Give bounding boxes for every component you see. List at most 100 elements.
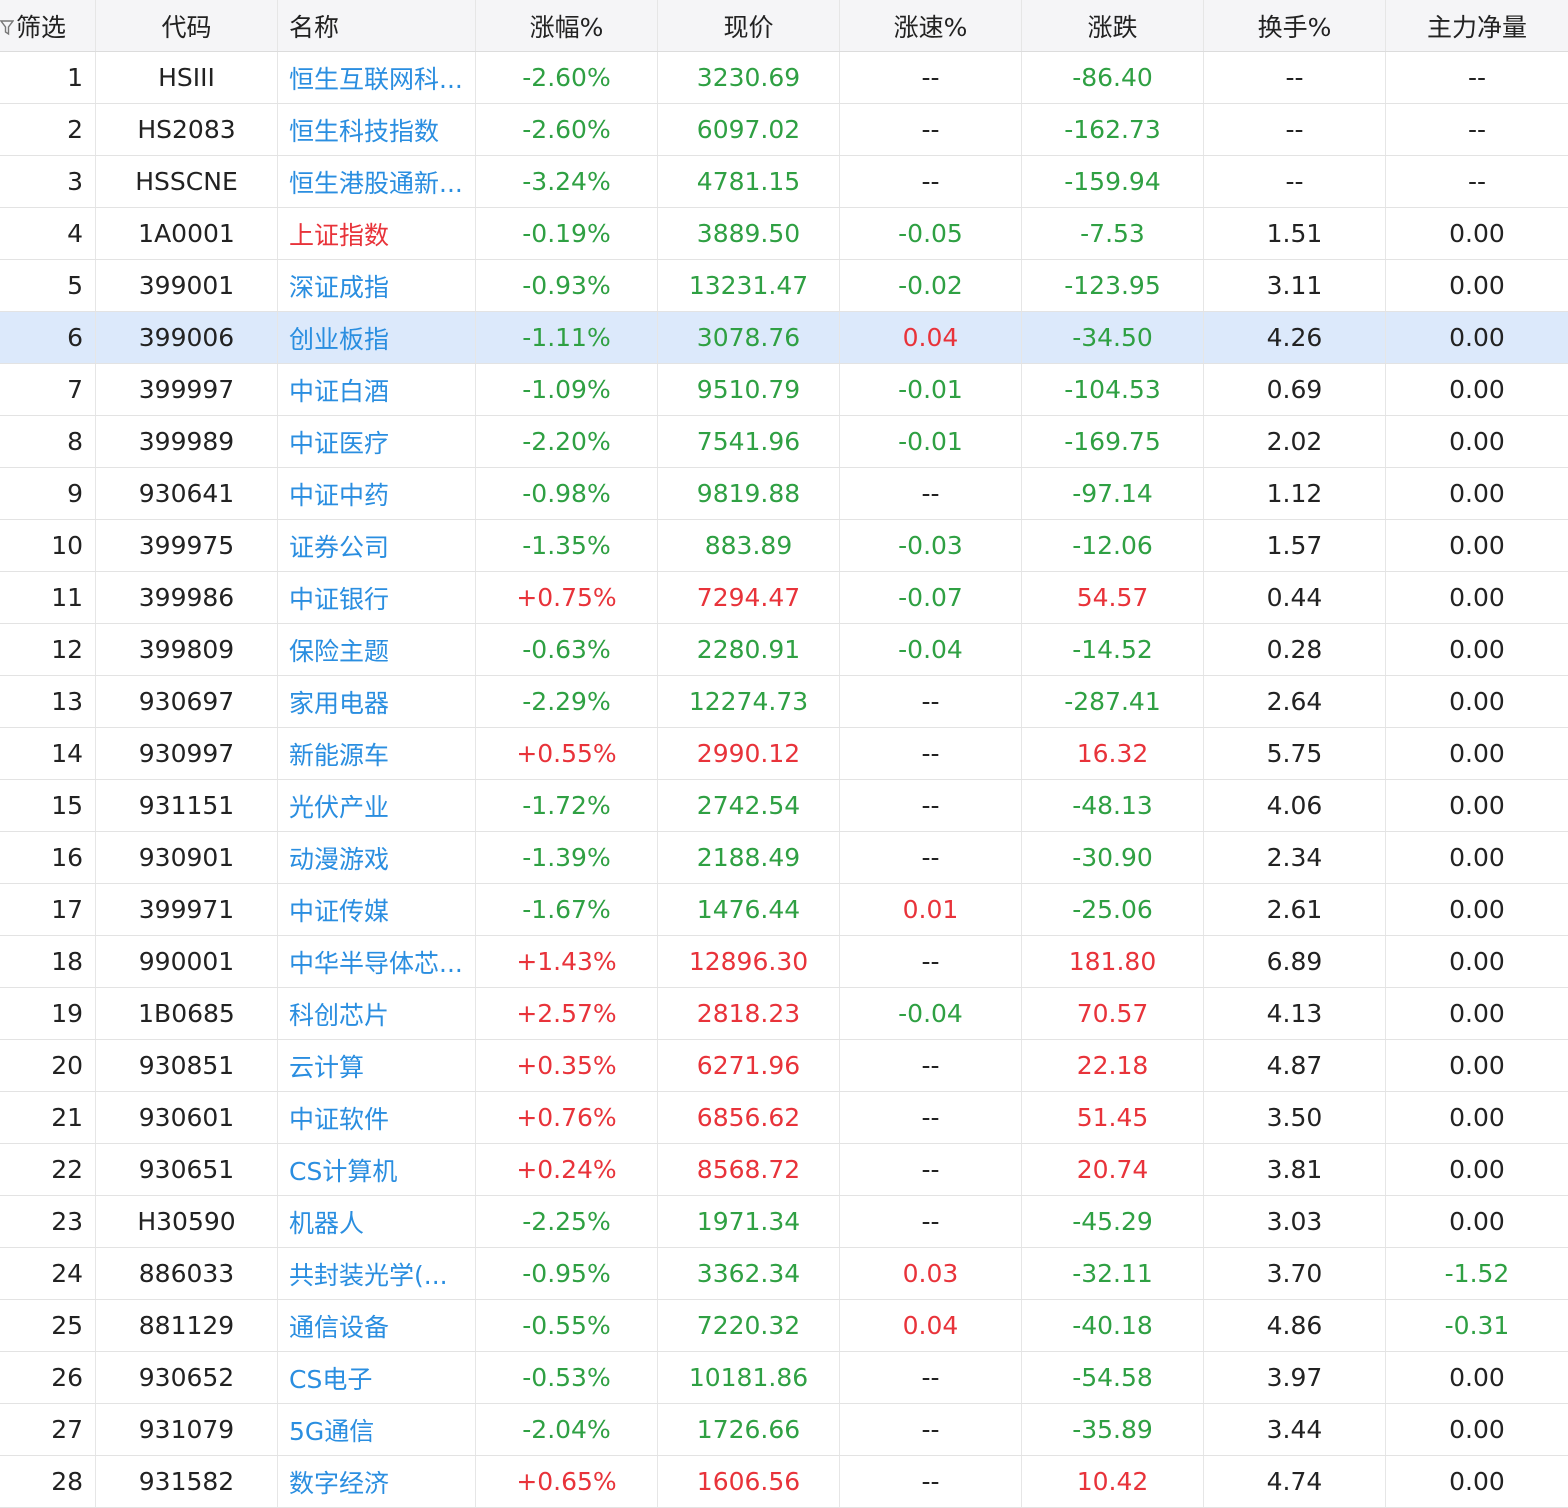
- table-row[interactable]: 15 931151 光伏产业 -1.72% 2742.54 -- -48.13 4.06 0.0…: [0, 780, 1568, 832]
- filter-label: 筛选: [16, 12, 67, 42]
- cell-name[interactable]: 机器人: [278, 1196, 476, 1247]
- table-row[interactable]: 19 1B0685 科创芯片 +2.57% 2818.23 -0.04 70.57 4.13 0…: [0, 988, 1568, 1040]
- cell-name[interactable]: 恒生科技指数: [278, 104, 476, 155]
- table-row[interactable]: 14 930997 新能源车 +0.55% 2990.12 -- 16.32 5.75 0.00: [0, 728, 1568, 780]
- cell-name[interactable]: 中证银行: [278, 572, 476, 623]
- table-row[interactable]: 23 H30590 机器人 -2.25% 1971.34 -- -45.29 3.03 0.00: [0, 1196, 1568, 1248]
- cell-change-pct: -1.11%: [476, 312, 658, 363]
- cell-name[interactable]: 中华半导体芯...: [278, 936, 476, 987]
- row-index: 17: [0, 884, 96, 935]
- cell-change-pct: -0.19%: [476, 208, 658, 259]
- table-row[interactable]: 16 930901 动漫游戏 -1.39% 2188.49 -- -30.90 2.34 0.0…: [0, 832, 1568, 884]
- cell-turnover-pct: --: [1204, 52, 1386, 103]
- cell-name[interactable]: 中证软件: [278, 1092, 476, 1143]
- table-row[interactable]: 1 HSIII 恒生互联网科... -2.60% 3230.69 -- -86.40 -- --: [0, 52, 1568, 104]
- filter-button[interactable]: 筛选: [0, 0, 96, 51]
- table-row[interactable]: 27 931079 5G通信 -2.04% 1726.66 -- -35.89 3.44 0.0…: [0, 1404, 1568, 1456]
- cell-name[interactable]: 创业板指: [278, 312, 476, 363]
- table-row[interactable]: 26 930652 CS电子 -0.53% 10181.86 -- -54.58 3.97 0.…: [0, 1352, 1568, 1404]
- table-row[interactable]: 20 930851 云计算 +0.35% 6271.96 -- 22.18 4.87 0.00: [0, 1040, 1568, 1092]
- table-row[interactable]: 6 399006 创业板指 -1.11% 3078.76 0.04 -34.50 4.26 0.…: [0, 312, 1568, 364]
- cell-change-pct: +0.24%: [476, 1144, 658, 1195]
- cell-turnover-pct: --: [1204, 104, 1386, 155]
- cell-name[interactable]: 恒生互联网科...: [278, 52, 476, 103]
- cell-turnover-pct: 2.34: [1204, 832, 1386, 883]
- cell-name[interactable]: 中证医疗: [278, 416, 476, 467]
- cell-name[interactable]: 上证指数: [278, 208, 476, 259]
- table-row[interactable]: 11 399986 中证银行 +0.75% 7294.47 -0.07 54.57 0.44 0…: [0, 572, 1568, 624]
- cell-speed-pct: --: [840, 1040, 1022, 1091]
- cell-change-pct: -0.55%: [476, 1300, 658, 1351]
- table-row[interactable]: 25 881129 通信设备 -0.55% 7220.32 0.04 -40.18 4.86 -…: [0, 1300, 1568, 1352]
- table-row[interactable]: 28 931582 数字经济 +0.65% 1606.56 -- 10.42 4.74 0.00: [0, 1456, 1568, 1508]
- table-row[interactable]: 4 1A0001 上证指数 -0.19% 3889.50 -0.05 -7.53 1.51 0.…: [0, 208, 1568, 260]
- cell-name[interactable]: 恒生港股通新...: [278, 156, 476, 207]
- cell-name[interactable]: 云计算: [278, 1040, 476, 1091]
- cell-price: 12896.30: [658, 936, 840, 987]
- cell-change-pct: -1.09%: [476, 364, 658, 415]
- cell-name[interactable]: CS计算机: [278, 1144, 476, 1195]
- column-header-change-pct[interactable]: 涨幅%: [476, 0, 658, 51]
- table-row[interactable]: 5 399001 深证成指 -0.93% 13231.47 -0.02 -123.95 3.1…: [0, 260, 1568, 312]
- cell-name[interactable]: 光伏产业: [278, 780, 476, 831]
- cell-name[interactable]: 中证传媒: [278, 884, 476, 935]
- cell-price: 8568.72: [658, 1144, 840, 1195]
- table-row[interactable]: 2 HS2083 恒生科技指数 -2.60% 6097.02 -- -162.73 -- --: [0, 104, 1568, 156]
- table-row[interactable]: 3 HSSCNE 恒生港股通新... -3.24% 4781.15 -- -159.94 --…: [0, 156, 1568, 208]
- cell-turnover-pct: 4.86: [1204, 1300, 1386, 1351]
- cell-price: 3078.76: [658, 312, 840, 363]
- table-row[interactable]: 17 399971 中证传媒 -1.67% 1476.44 0.01 -25.06 2.61 0…: [0, 884, 1568, 936]
- cell-main-net: -0.31: [1444, 1311, 1510, 1340]
- column-header-price[interactable]: 现价: [658, 0, 840, 51]
- cell-name[interactable]: 保险主题: [278, 624, 476, 675]
- row-index: 22: [0, 1144, 96, 1195]
- cell-name[interactable]: 通信设备: [278, 1300, 476, 1351]
- column-header-code[interactable]: 代码: [96, 0, 278, 51]
- table-row[interactable]: 10 399975 证券公司 -1.35% 883.89 -0.03 -12.06 1.57 0…: [0, 520, 1568, 572]
- cell-price: 4781.15: [658, 156, 840, 207]
- cell-speed-pct: -0.03: [840, 520, 1022, 571]
- cell-code: 930601: [96, 1092, 278, 1143]
- cell-name[interactable]: 5G通信: [278, 1404, 476, 1455]
- row-index: 18: [0, 936, 96, 987]
- cell-name[interactable]: 中证白酒: [278, 364, 476, 415]
- cell-name[interactable]: 证券公司: [278, 520, 476, 571]
- cell-change-pct: -0.98%: [476, 468, 658, 519]
- cell-name[interactable]: 共封装光学(...: [278, 1248, 476, 1299]
- table-row[interactable]: 18 990001 中华半导体芯... +1.43% 12896.30 -- 181.80 6…: [0, 936, 1568, 988]
- cell-main-net: 0.00: [1449, 1155, 1505, 1184]
- cell-main-net: 0.00: [1449, 479, 1505, 508]
- table-row[interactable]: 13 930697 家用电器 -2.29% 12274.73 -- -287.41 2.64 0…: [0, 676, 1568, 728]
- cell-name[interactable]: 中证中药: [278, 468, 476, 519]
- cell-name[interactable]: 深证成指: [278, 260, 476, 311]
- cell-name[interactable]: CS电子: [278, 1352, 476, 1403]
- cell-speed-pct: --: [840, 676, 1022, 727]
- cell-change-pct: +0.76%: [476, 1092, 658, 1143]
- table-row[interactable]: 7 399997 中证白酒 -1.09% 9510.79 -0.01 -104.53 0.69…: [0, 364, 1568, 416]
- cell-turnover-pct: 3.97: [1204, 1352, 1386, 1403]
- column-header-change[interactable]: 涨跌: [1022, 0, 1204, 51]
- cell-turnover-pct: 3.44: [1204, 1404, 1386, 1455]
- table-row[interactable]: 9 930641 中证中药 -0.98% 9819.88 -- -97.14 1.12 0.00: [0, 468, 1568, 520]
- cell-change-pct: -2.60%: [476, 52, 658, 103]
- column-header-turnover-pct[interactable]: 换手%: [1204, 0, 1386, 51]
- table-row[interactable]: 8 399989 中证医疗 -2.20% 7541.96 -0.01 -169.75 2.02…: [0, 416, 1568, 468]
- cell-name[interactable]: 新能源车: [278, 728, 476, 779]
- column-header-speed-pct[interactable]: 涨速%: [840, 0, 1022, 51]
- table-row[interactable]: 24 886033 共封装光学(... -0.95% 3362.34 0.03 -32.11…: [0, 1248, 1568, 1300]
- cell-code: 399997: [96, 364, 278, 415]
- cell-name[interactable]: 数字经济: [278, 1456, 476, 1507]
- cell-code: HSIII: [96, 52, 278, 103]
- cell-name[interactable]: 动漫游戏: [278, 832, 476, 883]
- cell-change: -123.95: [1022, 260, 1204, 311]
- cell-name[interactable]: 科创芯片: [278, 988, 476, 1039]
- column-header-name[interactable]: 名称: [278, 0, 476, 51]
- cell-price: 3230.69: [658, 52, 840, 103]
- table-row[interactable]: 12 399809 保险主题 -0.63% 2280.91 -0.04 -14.52 0.28…: [0, 624, 1568, 676]
- table-row[interactable]: 22 930651 CS计算机 +0.24% 8568.72 -- 20.74 3.81 0.0…: [0, 1144, 1568, 1196]
- cell-price: 883.89: [658, 520, 840, 571]
- column-header-main-net[interactable]: 主力净量: [1426, 12, 1527, 42]
- cell-name[interactable]: 家用电器: [278, 676, 476, 727]
- cell-turnover-pct: 3.70: [1204, 1248, 1386, 1299]
- table-row[interactable]: 21 930601 中证软件 +0.76% 6856.62 -- 51.45 3.50 0.00: [0, 1092, 1568, 1144]
